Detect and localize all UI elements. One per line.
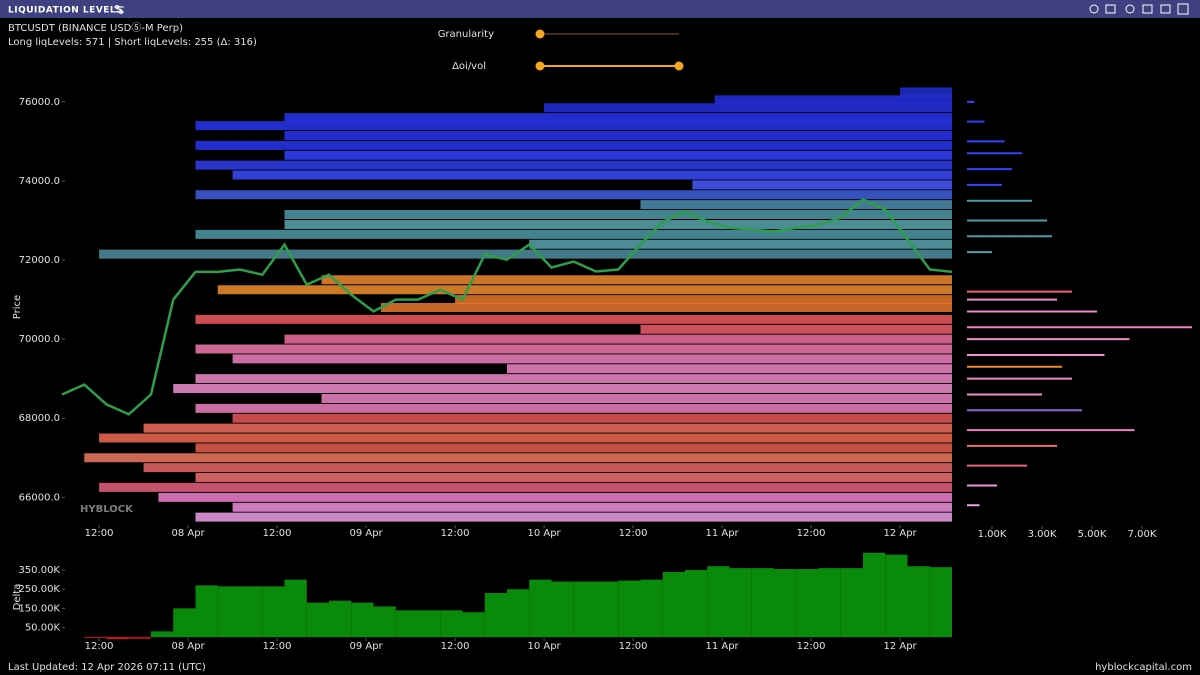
delta-bar xyxy=(418,610,441,638)
y-tick-label: 50.00K xyxy=(25,623,61,634)
settings-icon[interactable] xyxy=(114,5,124,14)
y-axis-label: Price xyxy=(12,295,23,319)
x-tick-label: 12 Apr xyxy=(883,528,917,539)
plots: 66000.0 68000.0 70000.0 72000.0 74000.0 76000… xyxy=(12,87,1192,652)
y-tick-label: 68000.0 xyxy=(19,413,60,424)
y-tick-label: 74000.0 xyxy=(19,176,60,187)
delta-bar xyxy=(151,631,174,638)
delta-bar xyxy=(818,568,841,638)
delta-bar xyxy=(840,568,863,638)
x-tick-label: 12:00 xyxy=(85,528,114,539)
y-tick-label: 72000.0 xyxy=(19,255,60,266)
x-tick-label: 12:00 xyxy=(797,641,826,652)
x-tick-label: 12:00 xyxy=(441,528,470,539)
title-bar xyxy=(0,0,1200,18)
delta-bar xyxy=(885,554,908,638)
delta-bar xyxy=(284,579,307,638)
delta-bar xyxy=(173,608,196,638)
slider-handle[interactable] xyxy=(674,61,684,71)
delta-bar xyxy=(240,586,263,638)
delta-bar xyxy=(618,580,641,638)
delta-bar xyxy=(262,586,285,638)
x-tick-label: 12:00 xyxy=(85,641,114,652)
x-tick-label: 12:00 xyxy=(263,528,292,539)
delta-bar xyxy=(662,571,685,638)
delta-bar xyxy=(507,589,530,638)
x-tick-label: 1.00K xyxy=(978,529,1007,540)
delta-bar xyxy=(84,637,107,639)
x-tick-label: 10 Apr xyxy=(527,641,561,652)
delta-bar xyxy=(685,570,708,638)
delta-bar xyxy=(195,585,218,638)
x-tick-label: 10 Apr xyxy=(527,528,561,539)
y-tick-label: 66000.0 xyxy=(19,492,60,503)
level-counts: Long liqLevels: 571 | Short liqLevels: 2… xyxy=(8,37,257,48)
delta-bar xyxy=(529,579,552,638)
delta-bar xyxy=(863,552,886,638)
x-tick-label: 12:00 xyxy=(619,641,648,652)
delta-bar xyxy=(729,568,752,638)
delta-bar xyxy=(395,610,418,638)
x-tick-label: 12:00 xyxy=(619,528,648,539)
delta-bar xyxy=(640,579,663,638)
site: hyblockcapital.com xyxy=(1095,662,1192,673)
y-tick-label: 250.00K xyxy=(18,584,60,595)
x-tick-label: 12:00 xyxy=(263,641,292,652)
delta-bar xyxy=(329,600,352,638)
delta-bar xyxy=(573,581,596,638)
toolbar-icons[interactable] xyxy=(1089,3,1189,15)
x-tick-label: 12:00 xyxy=(797,528,826,539)
slider-label: Granularity xyxy=(438,29,494,40)
delta-bar xyxy=(751,568,774,638)
delta-bar xyxy=(596,581,619,638)
delta-bar xyxy=(929,567,952,638)
y-tick-label: 350.00K xyxy=(18,565,60,576)
delta-bar xyxy=(774,569,797,638)
delta-bar xyxy=(440,610,463,638)
x-tick-label: 08 Apr xyxy=(171,528,205,539)
slider-handle[interactable] xyxy=(535,61,545,71)
delta-bar xyxy=(217,586,240,638)
x-tick-label: 12 Apr xyxy=(883,641,917,652)
delta-bar xyxy=(907,566,930,638)
y-tick-label: 70000.0 xyxy=(19,334,60,345)
delta-bar xyxy=(707,566,730,638)
delta-bar xyxy=(551,581,574,638)
delta-bar xyxy=(796,569,819,638)
x-tick-label: 09 Apr xyxy=(349,641,383,652)
x-tick-label: 7.00K xyxy=(1128,529,1157,540)
delta-bar xyxy=(128,637,151,639)
delta-bar xyxy=(351,602,374,638)
price-line xyxy=(61,198,953,416)
y-tick-label: 76000.0 xyxy=(19,97,60,108)
symbol: BTCUSDT (BINANCE USDⓈ-M Perp) xyxy=(8,22,183,34)
delta-bar xyxy=(306,602,329,638)
slider-label: Δoi/vol xyxy=(452,61,486,72)
delta-bar xyxy=(484,593,507,638)
slider-handle[interactable] xyxy=(535,29,545,39)
panel-title: LIQUIDATION LEVELS xyxy=(8,6,123,16)
x-tick-label: 11 Apr xyxy=(705,528,739,539)
y-axis-label: Delta xyxy=(12,584,23,611)
x-tick-label: 08 Apr xyxy=(171,641,205,652)
delta-bar xyxy=(462,612,485,638)
last-updated: Last Updated: 12 Apr 2026 07:11 (UTC) xyxy=(8,662,206,673)
x-tick-label: 5.00K xyxy=(1078,529,1107,540)
delta-bar xyxy=(106,637,129,640)
delta-bar xyxy=(373,606,396,638)
x-tick-label: 12:00 xyxy=(441,641,470,652)
x-tick-label: 3.00K xyxy=(1028,529,1057,540)
y-tick-label: 150.00K xyxy=(18,603,60,614)
x-tick-label: 11 Apr xyxy=(705,641,739,652)
x-tick-label: 09 Apr xyxy=(349,528,383,539)
watermark: HYBLOCK xyxy=(80,504,134,515)
